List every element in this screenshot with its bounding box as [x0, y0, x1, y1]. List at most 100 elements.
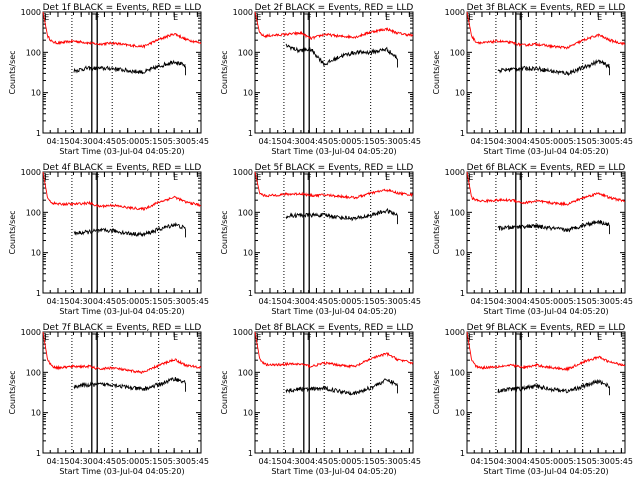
plot-frame [466, 171, 626, 294]
x-tick-label: 05:45 [610, 137, 633, 146]
x-tick-label: 05:45 [610, 457, 633, 466]
y-tick-label: 10 [243, 89, 253, 98]
x-tick-label: 05:15 [139, 137, 162, 146]
panel-title: Det 6f BLACK = Events, RED = LLD [467, 163, 626, 173]
x-tick-label: 04:30 [282, 457, 305, 466]
flag-label: E [468, 173, 473, 182]
x-tick-label: 04:15 [46, 297, 69, 306]
flag-label: E [173, 13, 178, 22]
plot-frame [466, 331, 626, 454]
x-tick-label: 05:15 [351, 457, 374, 466]
x-axis-label: Start Time (03-Jul-04 04:05:20) [271, 467, 396, 476]
flag-label: F [519, 333, 524, 342]
x-tick-label: 04:45 [305, 457, 328, 466]
plot-frame [254, 331, 414, 454]
y-tick-label: 1 [36, 449, 41, 458]
lld-series-line [466, 331, 626, 372]
lld-series-line [254, 331, 414, 369]
flag-label: E [256, 333, 261, 342]
flag-label: E [44, 13, 49, 22]
lld-series-line [42, 331, 202, 374]
x-tick-label: 05:15 [563, 297, 586, 306]
x-tick-label: 05:15 [351, 137, 374, 146]
panel-det-7: Det 7f BLACK = Events, RED = LLD 1 10 100 10… [8, 323, 209, 476]
events-series-line [497, 379, 610, 394]
flag-label: E [597, 13, 602, 22]
y-tick-label: 10 [455, 409, 465, 418]
x-tick-label: 05:45 [610, 297, 633, 306]
panel-det-4: Det 4f BLACK = Events, RED = LLD 1 10 100 10… [8, 163, 209, 316]
x-tick-label: 04:45 [517, 297, 540, 306]
x-tick-label: 05:00 [116, 137, 139, 146]
x-tick-label: 04:30 [70, 137, 93, 146]
flag-label: E [256, 13, 261, 22]
lld-series-line [42, 11, 202, 50]
x-tick-label: 05:15 [563, 137, 586, 146]
panel-det-3: Det 3f BLACK = Events, RED = LLD 1 10 100 10… [432, 3, 633, 156]
x-tick-label: 04:45 [517, 137, 540, 146]
events-series-line [73, 221, 186, 238]
y-tick-label: 1 [36, 129, 41, 138]
y-tick-label: 10 [455, 89, 465, 98]
y-axis-label: Counts/sec [220, 210, 229, 254]
y-tick-label: 100 [450, 368, 465, 377]
panel-det-9: Det 9f BLACK = Events, RED = LLD 1 10 100 10… [432, 323, 633, 476]
panel-det-8: Det 8f BLACK = Events, RED = LLD 1 10 100 10… [220, 323, 421, 476]
plot-frame [254, 171, 414, 294]
y-tick-label: 100 [450, 208, 465, 217]
x-tick-label: 05:45 [186, 297, 209, 306]
x-tick-label: 05:45 [398, 297, 421, 306]
y-tick-label: 10 [31, 249, 41, 258]
flag-label: F [307, 333, 312, 342]
y-axis-label: Counts/sec [8, 50, 17, 94]
y-tick-label: 1 [460, 129, 465, 138]
flag-label: E [44, 333, 49, 342]
x-tick-label: 04:45 [305, 297, 328, 306]
x-tick-label: 05:15 [139, 297, 162, 306]
x-tick-label: 05:15 [563, 457, 586, 466]
x-tick-label: 04:30 [70, 297, 93, 306]
y-axis-label: Counts/sec [8, 370, 17, 414]
lld-series-line [42, 171, 202, 211]
y-tick-label: 1000 [21, 328, 41, 337]
x-tick-label: 05:00 [540, 297, 563, 306]
panel-title: Det 4f BLACK = Events, RED = LLD [43, 163, 202, 173]
x-tick-label: 05:30 [163, 457, 186, 466]
panel-title: Det 5f BLACK = Events, RED = LLD [255, 163, 414, 173]
events-series-line [285, 43, 398, 67]
x-tick-label: 05:00 [116, 457, 139, 466]
x-tick-label: 04:30 [70, 457, 93, 466]
flag-label: E [256, 173, 261, 182]
x-tick-label: 04:15 [470, 137, 493, 146]
y-tick-label: 10 [243, 409, 253, 418]
x-tick-label: 05:30 [375, 137, 398, 146]
plot-frame [42, 331, 202, 454]
flag-label: E [597, 333, 602, 342]
x-tick-label: 04:30 [282, 297, 305, 306]
x-tick-label: 05:00 [328, 137, 351, 146]
events-series-line [285, 378, 398, 396]
events-series-line [73, 59, 186, 75]
panel-title: Det 2f BLACK = Events, RED = LLD [255, 3, 414, 13]
x-tick-label: 04:30 [494, 137, 517, 146]
panel-title: Det 3f BLACK = Events, RED = LLD [467, 3, 626, 13]
x-tick-label: 05:45 [186, 457, 209, 466]
events-series-line [73, 377, 186, 392]
events-series-line [285, 207, 398, 222]
x-tick-label: 04:15 [258, 297, 281, 306]
plot-frame [42, 171, 202, 294]
x-tick-label: 05:15 [139, 457, 162, 466]
lld-series-line [254, 171, 413, 200]
y-tick-label: 1 [248, 129, 253, 138]
y-tick-label: 1 [460, 449, 465, 458]
y-tick-label: 10 [455, 249, 465, 258]
flag-label: E [468, 13, 473, 22]
panel-title: Det 9f BLACK = Events, RED = LLD [467, 323, 626, 333]
panel-det-6: Det 6f BLACK = Events, RED = LLD 1 10 100 10… [432, 163, 633, 316]
x-tick-label: 05:30 [375, 457, 398, 466]
plot-frame [42, 11, 202, 134]
lld-series-line [466, 11, 626, 50]
x-tick-label: 05:30 [587, 457, 610, 466]
panel-det-5: Det 5f BLACK = Events, RED = LLD 1 10 100 10… [220, 163, 421, 316]
